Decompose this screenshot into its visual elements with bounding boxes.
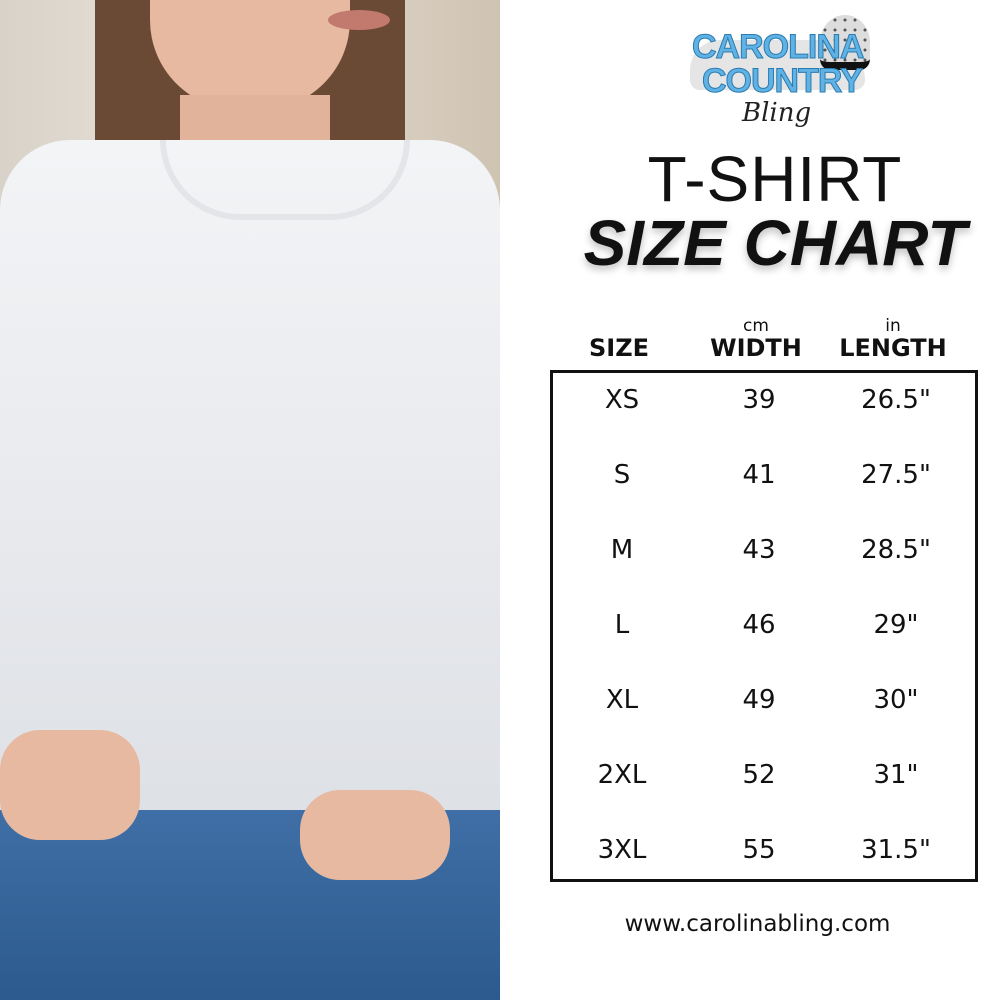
model-photo xyxy=(0,0,500,1000)
length-cell: 29" xyxy=(873,610,919,640)
size-cell: M xyxy=(610,535,634,565)
logo-text: COUNTRY xyxy=(702,62,864,101)
header-size: SIZE xyxy=(588,334,649,362)
logo-text: CAROLINA xyxy=(691,28,864,67)
table-row: XS 39 26.5" xyxy=(553,385,975,425)
table-row: L 46 29" xyxy=(553,610,975,650)
size-cell: XS xyxy=(604,385,640,415)
table-row: S 41 27.5" xyxy=(553,460,975,500)
length-cell: 30" xyxy=(873,685,919,715)
header-length: LENGTH xyxy=(839,334,947,362)
size-cell: 2XL xyxy=(597,760,647,790)
length-cell: 27.5" xyxy=(861,460,931,490)
table-row: M 43 28.5" xyxy=(553,535,975,575)
size-table: XS 39 26.5" S 41 27.5" M 43 28.5" L 46 29" XL 49 30" 2X… xyxy=(550,370,978,882)
width-cell: 41 xyxy=(742,460,776,490)
width-cell: 52 xyxy=(742,760,776,790)
table-row: XL 49 30" xyxy=(553,685,975,725)
table-row: 2XL 52 31" xyxy=(553,760,975,800)
length-cell: 31" xyxy=(873,760,919,790)
table-row: 3XL 55 31.5" xyxy=(553,835,975,875)
width-cell: 49 xyxy=(742,685,776,715)
size-cell: L xyxy=(614,610,630,640)
width-cell: 43 xyxy=(742,535,776,565)
size-cell: 3XL xyxy=(597,835,647,865)
width-cell: 39 xyxy=(742,385,776,415)
header-width: WIDTH xyxy=(710,334,802,362)
size-cell: S xyxy=(613,460,631,490)
title-size-chart: SIZE CHART xyxy=(583,207,967,279)
width-unit: cm xyxy=(743,316,769,336)
title-tshirt: T-SHIRT xyxy=(647,143,903,215)
size-cell: XL xyxy=(605,685,639,715)
length-cell: 26.5" xyxy=(861,385,931,415)
length-cell: 31.5" xyxy=(861,835,931,865)
length-cell: 28.5" xyxy=(861,535,931,565)
width-cell: 55 xyxy=(742,835,776,865)
cowboy-hat-icon xyxy=(820,15,870,70)
width-cell: 46 xyxy=(742,610,776,640)
website-url: www.carolinabling.com xyxy=(624,911,891,937)
brand-logo: CAROLINA COUNTRY Bling xyxy=(680,10,870,135)
logo-text: Bling xyxy=(742,98,812,128)
length-unit: in xyxy=(885,316,901,336)
